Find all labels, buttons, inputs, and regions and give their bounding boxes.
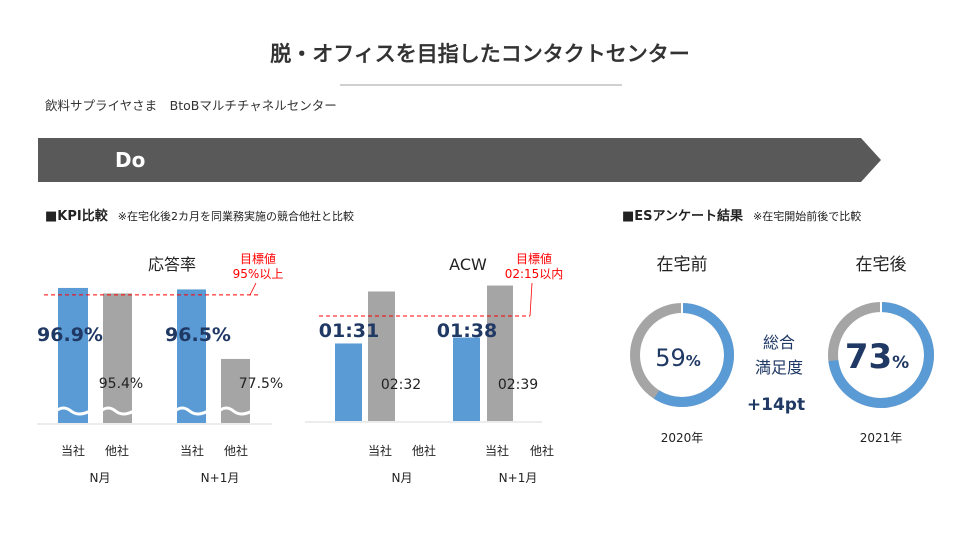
bar-ours [453, 337, 480, 421]
group-label: N月 [392, 471, 413, 485]
arrow-shape [38, 138, 881, 182]
es-heading: ■ESアンケート結果 [622, 209, 744, 224]
value-label-others: 95.4% [99, 376, 143, 392]
axis-break-wave [174, 406, 209, 416]
category-label: 他社 [105, 443, 129, 458]
group-label: N+1月 [499, 471, 538, 485]
value-label-ours: 96.5% [165, 324, 231, 346]
kpi-note: ※在宅化後2カ月を同業務実施の競合他社と比較 [117, 210, 354, 223]
donut-value-label: 73% [845, 337, 909, 377]
axis-break-wave [218, 406, 253, 416]
value-label-ours: 96.9% [37, 324, 103, 346]
chart-title: ACW [449, 255, 487, 274]
percent-sign: % [892, 353, 909, 373]
category-label: 当社 [368, 443, 392, 458]
target-leader-line [249, 282, 257, 296]
value-label-others: 02:39 [498, 377, 538, 393]
bar-others [368, 291, 395, 421]
target-label: 目標値 [240, 251, 276, 266]
center-label: 総合 [763, 333, 795, 352]
es-section-heading: ■ESアンケート結果 ※在宅開始前後で比較 [622, 205, 861, 224]
category-label: 当社 [485, 443, 509, 458]
center-label: 満足度 [755, 358, 803, 377]
value-label-ours: 01:38 [437, 320, 497, 342]
bar-others [487, 285, 513, 421]
target-leader-line [529, 282, 533, 317]
kpi-heading: ■KPI比較 [45, 209, 108, 224]
title-underline [340, 84, 622, 86]
page-title: 脱・オフィスを目指したコンタクトセンター [270, 42, 690, 66]
donut-title: 在宅後 [856, 255, 907, 275]
delta-label: +14pt [747, 395, 805, 415]
bar-ours [58, 287, 88, 423]
group-label: N月 [90, 471, 111, 485]
bar-others [103, 293, 132, 423]
value-label-others: 02:32 [381, 377, 421, 393]
phase-arrow-banner [38, 138, 881, 182]
value-label-ours: 01:31 [319, 320, 379, 342]
donut-year: 2021年 [860, 431, 903, 445]
page-subtitle: 飲料サプライヤさま BtoBマルチチャネルセンター [45, 98, 337, 113]
donut-value-label: 59% [655, 344, 701, 372]
chart-title: 応答率 [148, 255, 196, 274]
es-note: ※在宅開始前後で比較 [753, 210, 862, 223]
percent-sign: % [686, 352, 701, 370]
category-label: 当社 [61, 443, 85, 458]
phase-label: Do [115, 148, 146, 172]
target-value-label: 02:15以内 [505, 267, 564, 281]
donut-title: 在宅前 [657, 255, 708, 275]
value-label-others: 77.5% [239, 376, 283, 392]
category-label: 他社 [530, 443, 554, 458]
target-value-label: 95%以上 [233, 267, 284, 281]
category-label: 他社 [412, 443, 436, 458]
target-label: 目標値 [516, 251, 552, 266]
kpi-section-heading: ■KPI比較 ※在宅化後2カ月を同業務実施の競合他社と比較 [45, 205, 354, 224]
bar-ours [177, 289, 206, 423]
donut-year: 2020年 [661, 431, 704, 445]
axis-break-wave [55, 406, 91, 416]
axis-break-wave [100, 406, 135, 416]
group-label: N+1月 [201, 471, 240, 485]
bar-ours [335, 343, 362, 421]
category-label: 他社 [224, 443, 248, 458]
category-label: 当社 [180, 443, 204, 458]
